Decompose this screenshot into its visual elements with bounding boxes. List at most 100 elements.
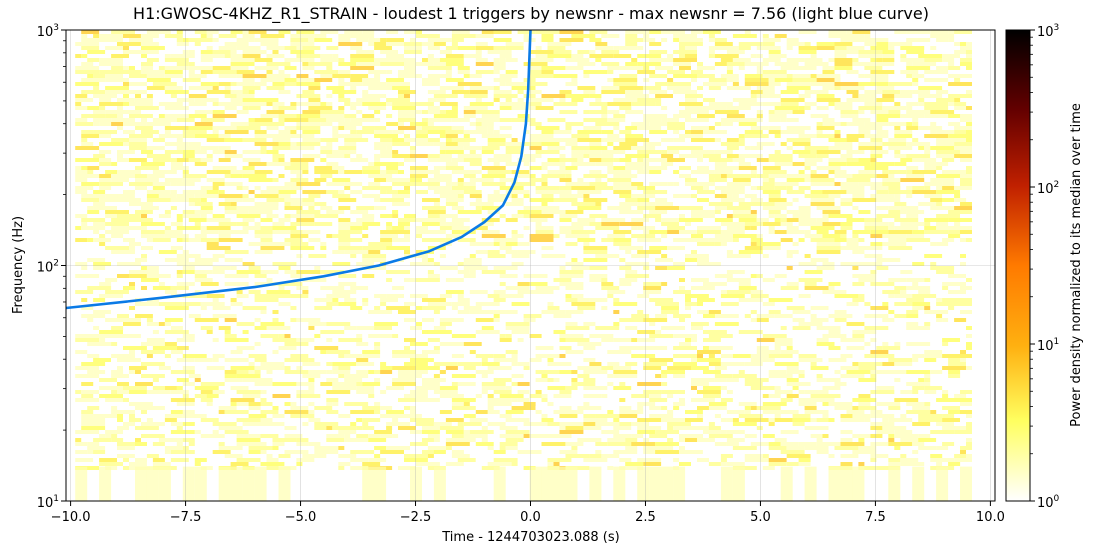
- heatmap-cell: [523, 402, 536, 406]
- heatmap-cell: [152, 186, 165, 190]
- heatmap-cell: [900, 458, 919, 462]
- heatmap-cell: [613, 434, 632, 438]
- heatmap-cell: [631, 146, 656, 150]
- heatmap-cell: [129, 366, 147, 370]
- heatmap-cell: [589, 142, 602, 146]
- heatmap-cell: [786, 74, 793, 78]
- heatmap-cell: [876, 82, 889, 86]
- heatmap-cell: [756, 314, 775, 318]
- heatmap-cell: [93, 438, 111, 442]
- heatmap-cell: [320, 174, 333, 178]
- heatmap-cell: [966, 426, 972, 430]
- heatmap-cell: [511, 138, 518, 142]
- heatmap-cell: [912, 302, 931, 306]
- heatmap-cell: [362, 258, 387, 262]
- heatmap-cell: [966, 414, 972, 418]
- heatmap-cell: [99, 234, 106, 238]
- heatmap-cell: [146, 146, 165, 150]
- heatmap-cell: [344, 138, 369, 142]
- heatmap-cell: [356, 434, 369, 438]
- heatmap-cell: [170, 422, 183, 426]
- heatmap-cell: [392, 150, 399, 154]
- heatmap-cell: [75, 466, 88, 501]
- heatmap-cell: [732, 214, 757, 218]
- heatmap-cell: [858, 110, 865, 114]
- heatmap-cell: [129, 402, 153, 406]
- heatmap-cell: [864, 42, 877, 46]
- heatmap-cell: [744, 378, 769, 382]
- heatmap-cell: [607, 294, 614, 298]
- heatmap-cell: [571, 230, 596, 234]
- heatmap-cell: [445, 130, 464, 134]
- heatmap-cell: [768, 114, 787, 118]
- heatmap-cell: [661, 374, 668, 378]
- heatmap-cell: [780, 326, 787, 330]
- heatmap-cell: [236, 294, 249, 298]
- heatmap-cell: [320, 330, 345, 334]
- heatmap-cell: [571, 222, 590, 226]
- heatmap-cell: [404, 394, 428, 398]
- heatmap-cell: [924, 402, 931, 406]
- heatmap-cell: [942, 414, 955, 418]
- heatmap-cell: [218, 234, 231, 238]
- heatmap-cell: [338, 38, 351, 42]
- heatmap-cell: [129, 82, 147, 86]
- heatmap-cell: [164, 210, 171, 214]
- heatmap-cell: [774, 362, 799, 366]
- heatmap-cell: [565, 326, 590, 330]
- heatmap-cell: [840, 454, 859, 458]
- heatmap-cell: [906, 74, 913, 78]
- heatmap-cell: [218, 406, 237, 410]
- heatmap-cell: [404, 346, 410, 350]
- heatmap-cell: [792, 326, 811, 330]
- heatmap-cell: [123, 238, 135, 242]
- heatmap-cell: [565, 82, 578, 86]
- heatmap-cell: [224, 282, 237, 286]
- heatmap-cell: [720, 122, 733, 126]
- heatmap-cell: [511, 214, 524, 218]
- heatmap-cell: [858, 146, 883, 150]
- heatmap-cell: [422, 258, 428, 262]
- heatmap-cell: [338, 98, 351, 102]
- heatmap-cell: [290, 234, 309, 238]
- heatmap-cell: [691, 366, 709, 370]
- heatmap-cell: [667, 266, 685, 270]
- heatmap-cell: [111, 354, 124, 358]
- heatmap-cell: [87, 342, 112, 346]
- heatmap-cell: [129, 122, 147, 126]
- heatmap-cell: [105, 222, 129, 226]
- heatmap-cell: [392, 202, 410, 206]
- heatmap-cell: [152, 286, 171, 290]
- heatmap-cell: [637, 226, 656, 230]
- heatmap-cell: [762, 182, 775, 186]
- heatmap-cell: [685, 102, 703, 106]
- heatmap-cell: [511, 170, 530, 174]
- heatmap-cell: [798, 106, 805, 110]
- heatmap-cell: [571, 78, 578, 82]
- heatmap-cell: [810, 258, 829, 262]
- heatmap-cell: [427, 118, 452, 122]
- heatmap-cell: [744, 210, 751, 214]
- heatmap-cell: [410, 418, 422, 422]
- heatmap-cell: [374, 110, 381, 114]
- heatmap-cell: [99, 38, 123, 42]
- heatmap-cell: [170, 166, 189, 170]
- heatmap-cell: [194, 202, 213, 206]
- heatmap-cell: [625, 326, 638, 330]
- heatmap-cell: [194, 134, 219, 138]
- heatmap-cell: [392, 210, 399, 214]
- heatmap-cell: [553, 234, 560, 238]
- heatmap-cell: [583, 394, 602, 398]
- heatmap-cell: [117, 126, 123, 130]
- heatmap-cell: [146, 58, 159, 62]
- heatmap-cell: [493, 290, 506, 294]
- heatmap-cell: [176, 138, 183, 142]
- heatmap-cell: [254, 466, 267, 501]
- heatmap-cell: [451, 218, 470, 222]
- heatmap-cell: [75, 158, 100, 162]
- heatmap-cell: [828, 214, 841, 218]
- heatmap-cell: [170, 198, 189, 202]
- heatmap-cell: [541, 246, 554, 250]
- heatmap-cell: [738, 102, 763, 106]
- heatmap-cell: [631, 58, 638, 62]
